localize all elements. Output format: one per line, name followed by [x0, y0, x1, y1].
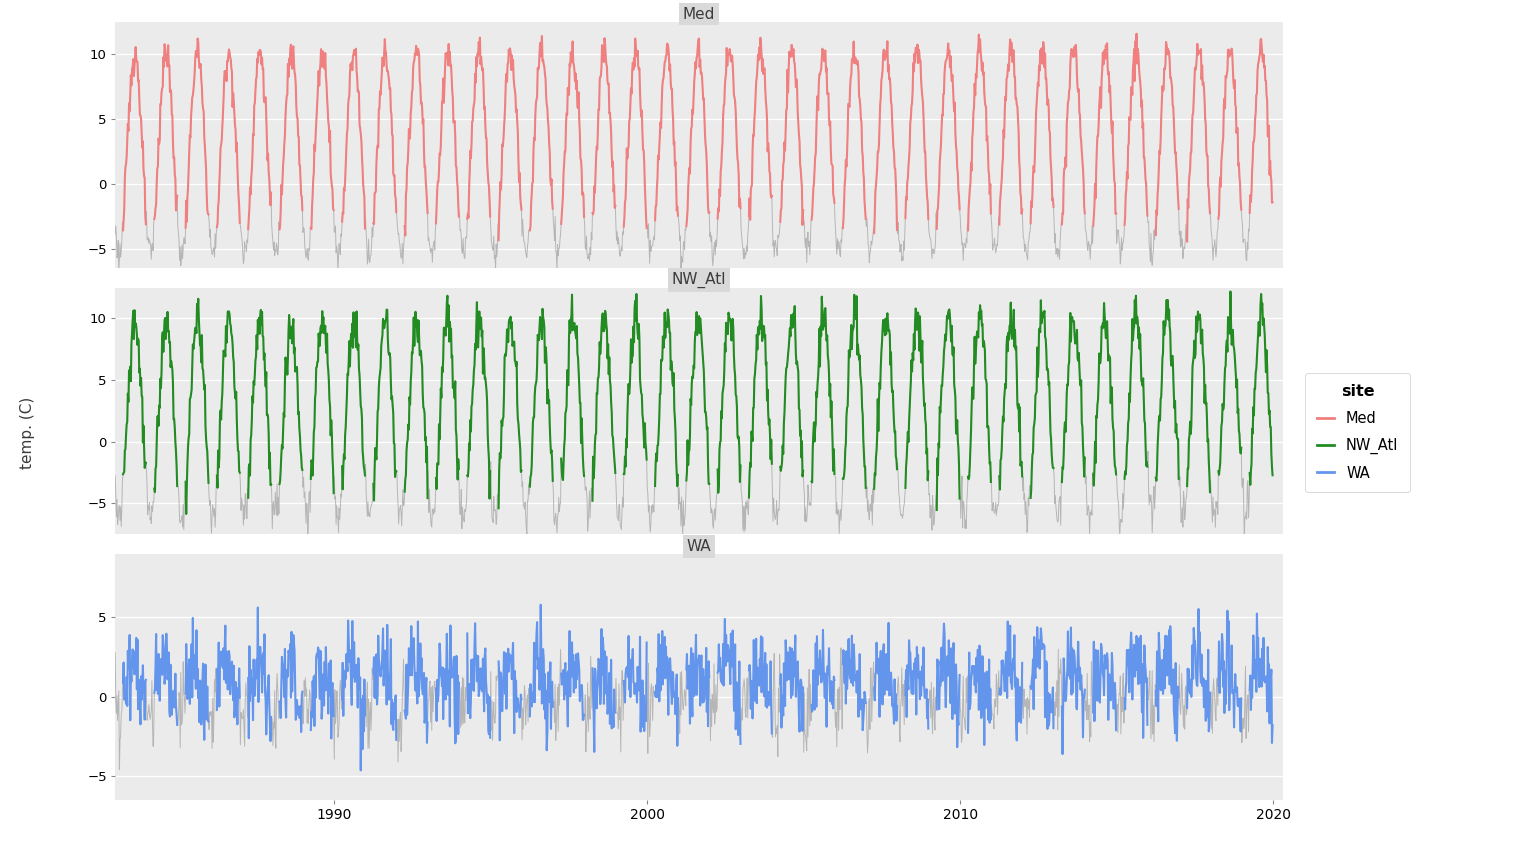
- Legend: Med, NW_Atl, WA: Med, NW_Atl, WA: [1306, 373, 1410, 492]
- Text: temp. (C): temp. (C): [20, 396, 35, 469]
- Text: WA: WA: [687, 539, 711, 554]
- Text: Med: Med: [682, 7, 716, 22]
- Text: NW_Atl: NW_Atl: [671, 272, 727, 288]
